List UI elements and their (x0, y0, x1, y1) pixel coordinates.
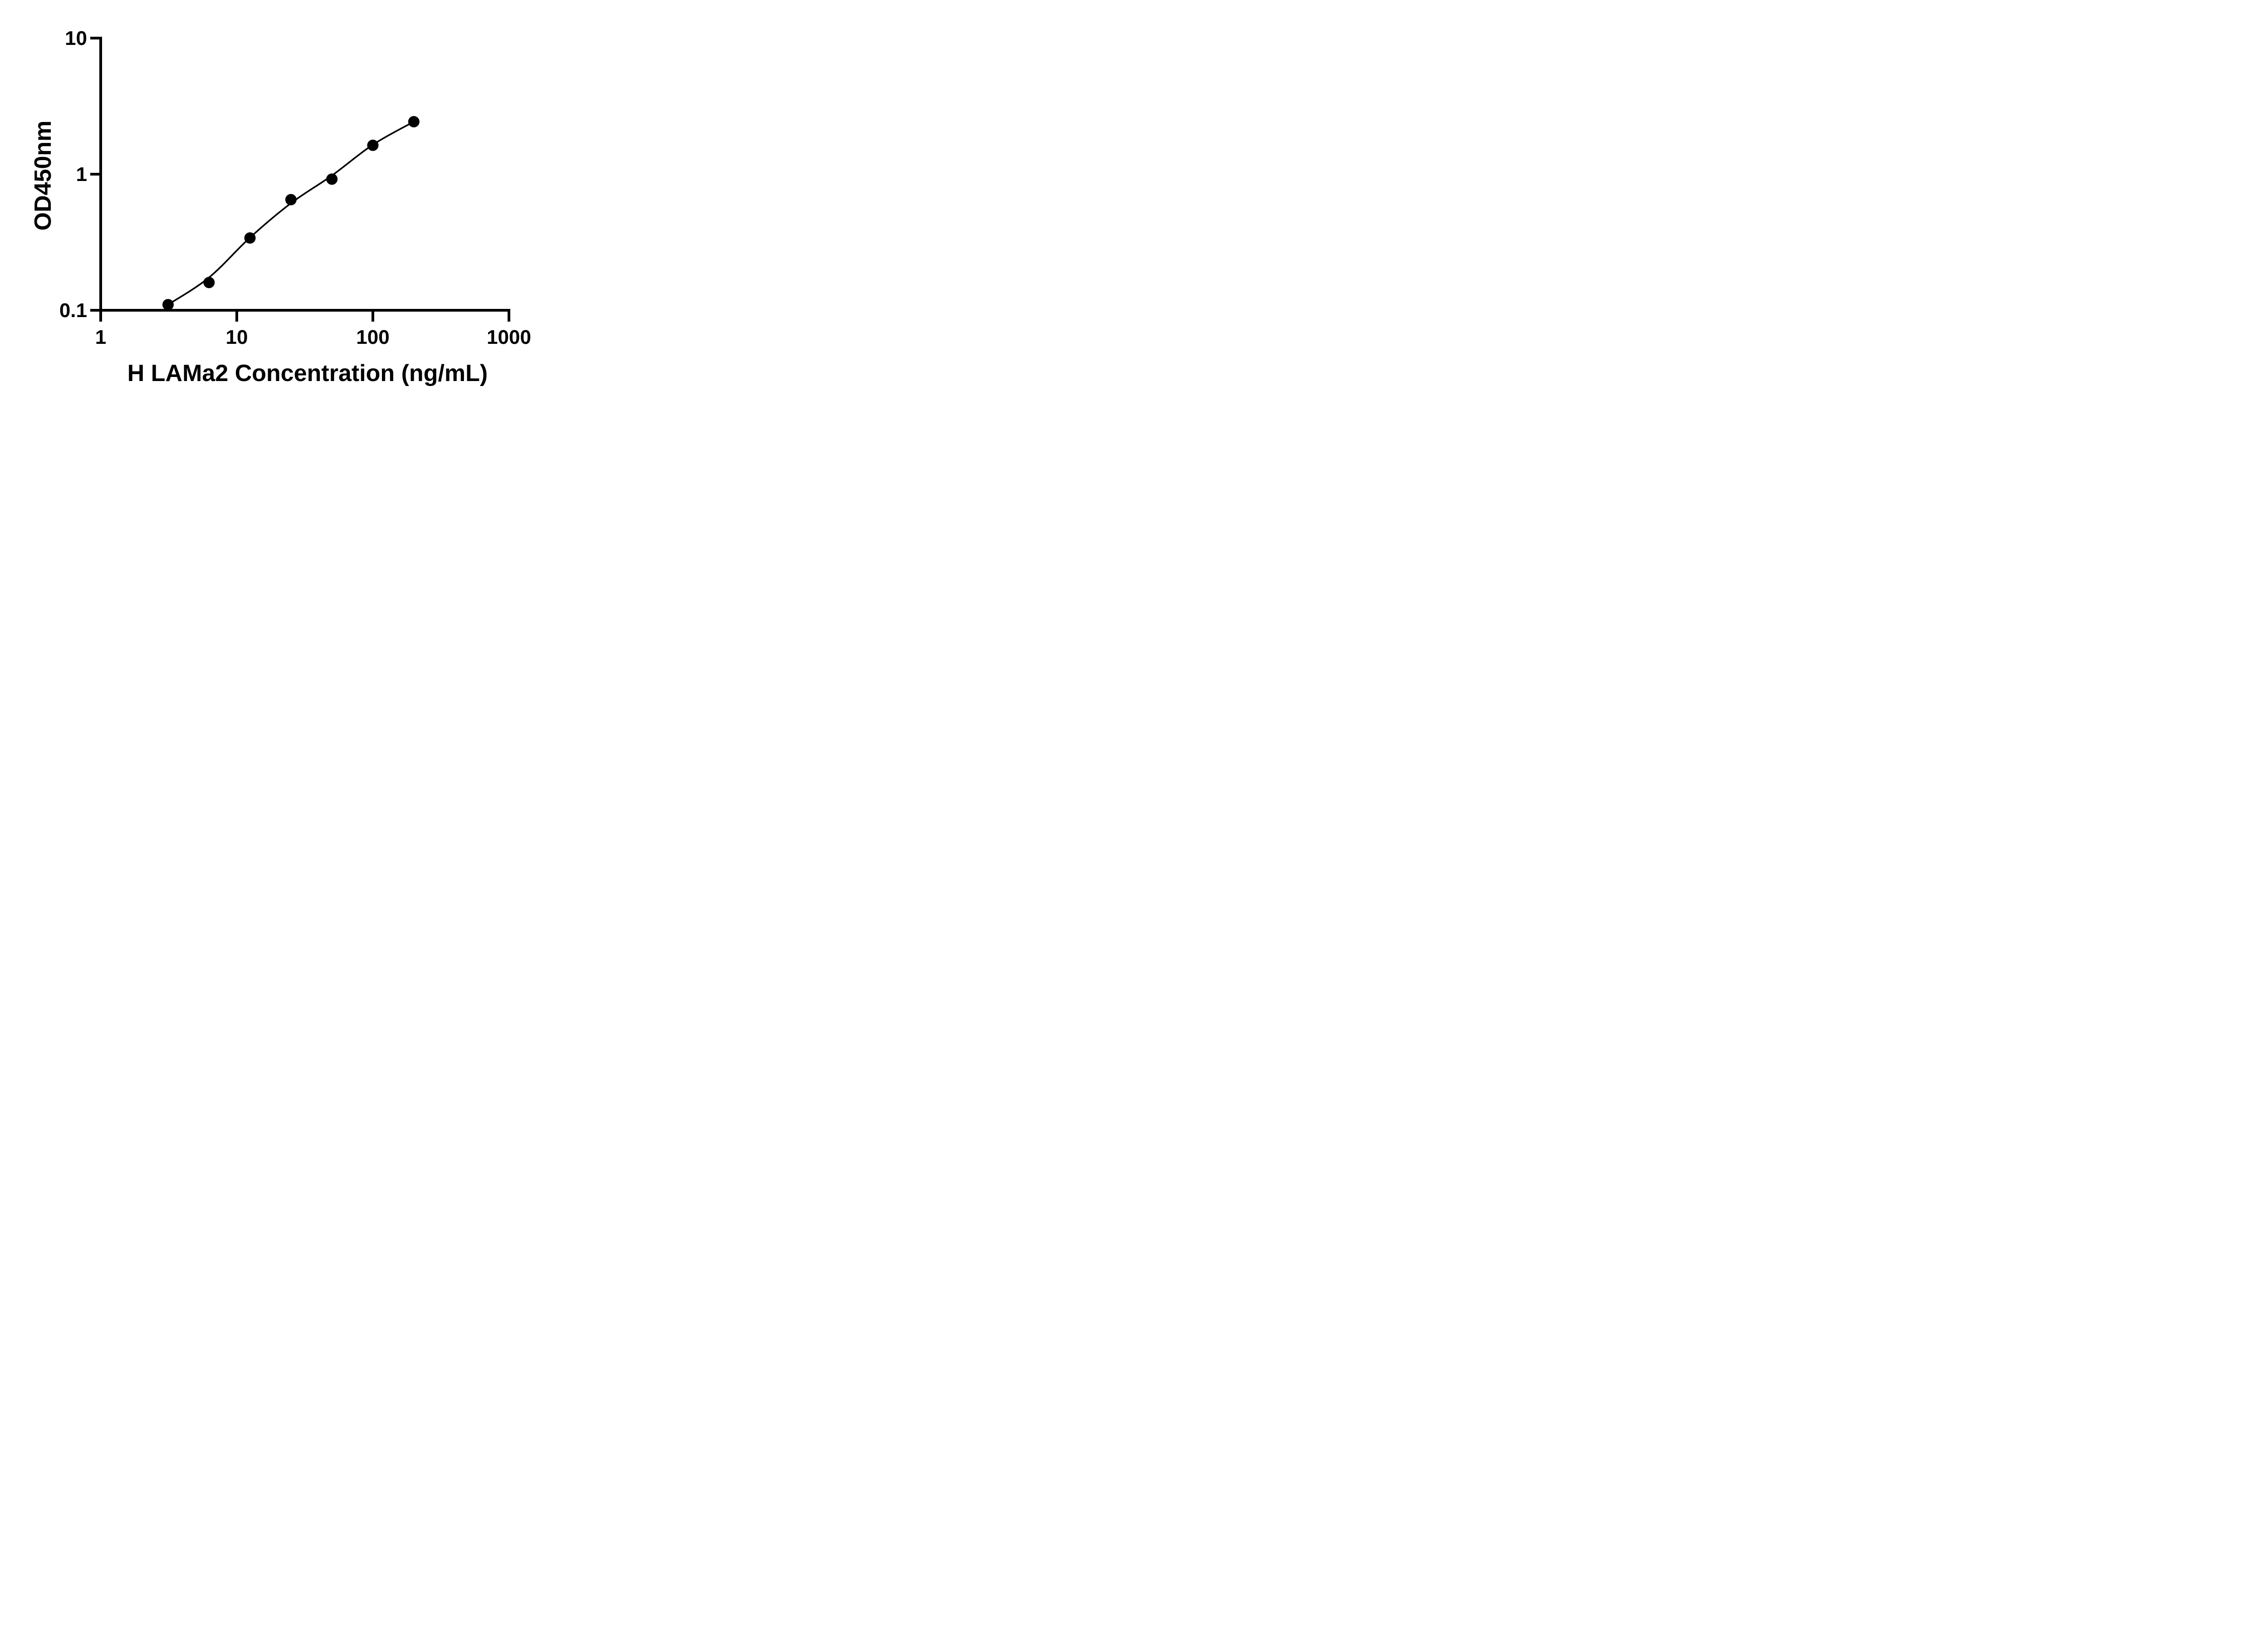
x-tick-label: 100 (356, 326, 389, 348)
data-point (244, 232, 256, 244)
y-axis-title: OD450nm (30, 121, 56, 231)
elisa-standard-curve-figure: 1 10 100 1000 10 1 0.1 H LAMa2 Concentration (… (0, 0, 572, 408)
data-point (408, 116, 420, 127)
x-axis-title: H LAMa2 Concentration (ng/mL) (127, 360, 488, 386)
y-tick-label: 1 (76, 163, 87, 186)
x-tick-label: 1 (95, 326, 106, 348)
data-point (285, 194, 297, 205)
x-tick-label: 1000 (487, 326, 531, 348)
x-tick-label: 10 (226, 326, 248, 348)
y-tick-label: 0.1 (59, 299, 87, 322)
data-point (203, 277, 215, 288)
data-point (326, 173, 338, 185)
data-point (162, 299, 174, 311)
standard-curve-chart: 1 10 100 1000 10 1 0.1 H LAMa2 Concentration (… (30, 27, 531, 386)
data-point (367, 139, 379, 151)
y-tick-label: 10 (65, 27, 87, 49)
